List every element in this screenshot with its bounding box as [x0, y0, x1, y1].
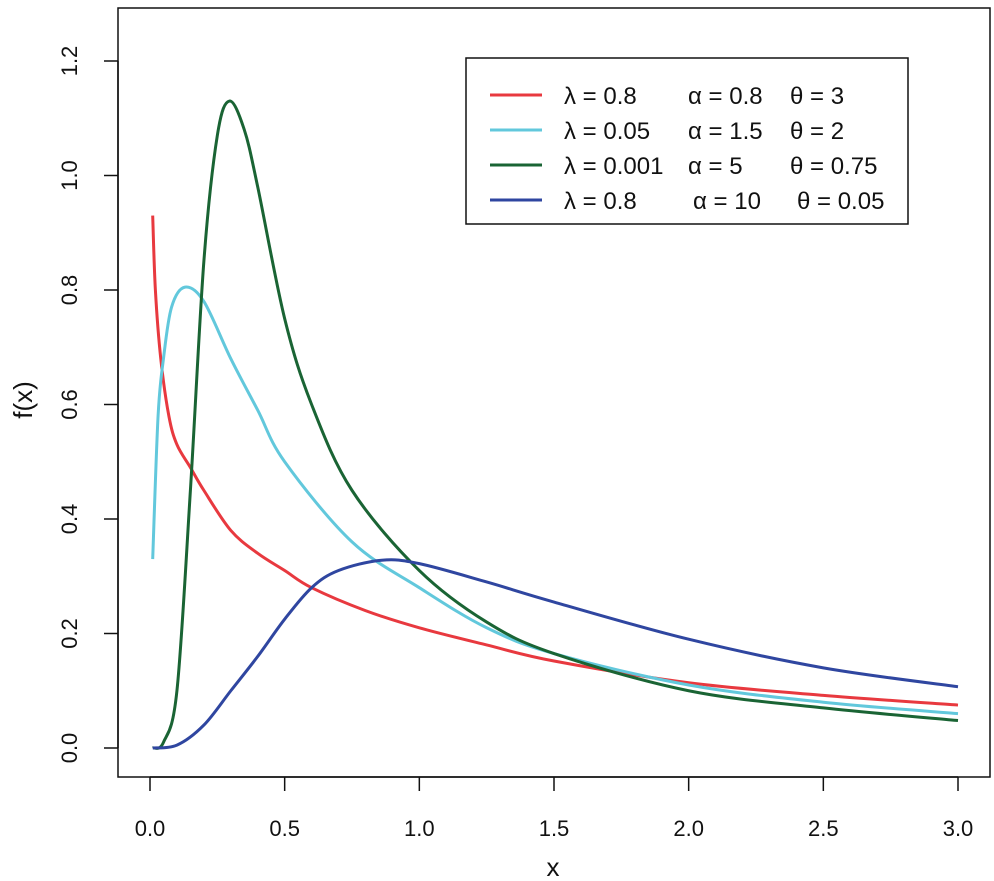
legend-lambda: λ = 0.8 — [564, 188, 637, 215]
legend-theta: θ = 2 — [790, 118, 844, 145]
legend-theta: θ = 0.75 — [790, 153, 877, 180]
legend-box — [465, 57, 909, 225]
x-tick-label: 2.5 — [808, 816, 839, 841]
legend: λ = 0.8 α = 0.8 θ = 3 λ = 0.05 α = 1.5 θ = 2 λ… — [465, 57, 909, 225]
legend-theta: θ = 3 — [790, 83, 844, 110]
series-line-4 — [152, 558, 959, 750]
y-tick-label: 1.2 — [57, 46, 82, 77]
y-tick-label: 0.6 — [57, 389, 82, 420]
y-tick-label: 0.0 — [57, 733, 82, 764]
legend-lambda: λ = 0.8 — [564, 83, 637, 110]
y-tick-label: 0.8 — [57, 275, 82, 306]
legend-alpha: α = 5 — [688, 153, 743, 180]
y-tick-label: 1.0 — [57, 160, 82, 191]
y-axis-label: f(x) — [8, 381, 38, 419]
y-axis: 0.0 0.2 0.4 0.6 0.8 1.0 1.2 — [57, 46, 119, 764]
legend-alpha: α = 10 — [693, 188, 761, 215]
x-tick-label: 0.5 — [269, 816, 300, 841]
series-line-3 — [151, 99, 959, 750]
y-tick-label: 0.2 — [57, 618, 82, 649]
x-tick-label: 1.0 — [404, 816, 435, 841]
x-tick-label: 2.0 — [673, 816, 704, 841]
series-lines — [151, 99, 959, 750]
legend-theta: θ = 0.05 — [797, 188, 884, 215]
y-tick-label: 0.4 — [57, 504, 82, 535]
legend-lambda: λ = 0.001 — [564, 153, 663, 180]
x-tick-label: 3.0 — [943, 816, 974, 841]
x-tick-label: 0.0 — [135, 816, 166, 841]
x-axis-label: x — [547, 852, 560, 881]
legend-alpha: α = 1.5 — [688, 118, 763, 145]
series-line-2 — [151, 285, 959, 716]
legend-lambda: λ = 0.05 — [564, 118, 650, 145]
x-axis: 0.0 0.5 1.0 1.5 2.0 2.5 3.0 — [135, 776, 974, 841]
legend-alpha: α = 0.8 — [688, 83, 763, 110]
series-line-1 — [151, 215, 959, 707]
x-tick-label: 1.5 — [539, 816, 570, 841]
